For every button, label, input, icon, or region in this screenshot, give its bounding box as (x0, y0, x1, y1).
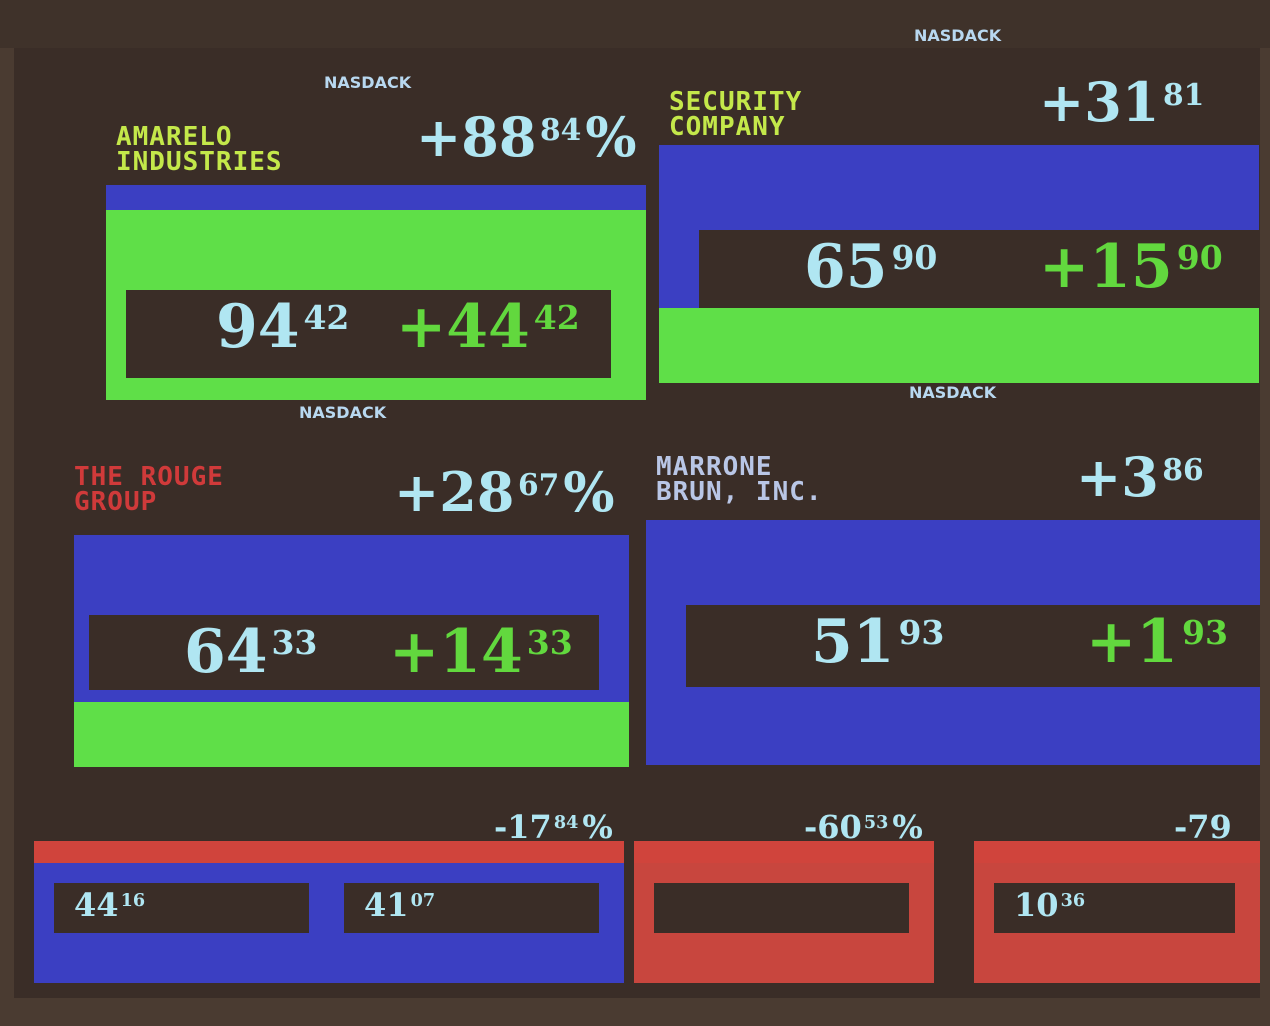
change-percent-sign: % (892, 808, 923, 846)
change-percent-main: +88 (416, 105, 537, 169)
price-main: 51 (811, 607, 895, 677)
panel-band (34, 841, 334, 863)
price-cents: 07 (410, 890, 436, 912)
change-percent-sign: % (582, 808, 613, 846)
change-percent: -17 84% (494, 808, 613, 846)
change-percent: -60 53% (804, 808, 923, 846)
price-box (344, 883, 599, 933)
change-main: +14 (389, 617, 523, 687)
price-box (699, 230, 1259, 308)
change-percent-main: +31 (1039, 70, 1160, 134)
change-percent-sign: % (563, 460, 615, 524)
change-percent-main: +3 (1076, 445, 1159, 509)
price: 41 07 (364, 886, 435, 924)
change-cents: 33 (526, 622, 573, 662)
price-main: 41 (364, 886, 409, 924)
price-main: 44 (74, 886, 119, 924)
ticker-screen: NASDACK NASDACK NASDACK NASDACK AMARELO INDU… (14, 26, 1260, 998)
price-main: 10 (1014, 886, 1059, 924)
price-main: 65 (804, 232, 888, 302)
exchange-label: NASDACK (324, 73, 412, 92)
price-cents: 16 (120, 890, 146, 912)
price-cents: 36 (1060, 890, 1086, 912)
price-box (126, 290, 611, 378)
company-name: SECURITY COMPANY (669, 87, 803, 142)
change-percent-main: -60 (804, 808, 862, 846)
exchange-label: NASDACK (299, 403, 387, 422)
exchange-label: NASDACK (909, 383, 997, 402)
price: 65 90 (804, 232, 937, 302)
change-percent-cents: 84 (539, 112, 582, 148)
change: +1 93 (1086, 607, 1228, 677)
price-box (54, 883, 309, 933)
panel-band (324, 841, 624, 863)
price: 64 33 (184, 617, 317, 687)
change-cents: 42 (533, 297, 580, 337)
price-box (89, 615, 599, 690)
price-cents: 33 (271, 622, 318, 662)
change: +44 42 (396, 292, 580, 362)
price: 51 93 (811, 607, 944, 677)
change-percent: +3 86 (1076, 445, 1204, 509)
price-box (654, 883, 909, 933)
panel-band (974, 841, 1260, 863)
price: 94 42 (216, 292, 349, 362)
company-name: AMARELO INDUSTRIES (116, 122, 283, 177)
price-main: 64 (184, 617, 268, 687)
price: 10 36 (1014, 886, 1085, 924)
change-percent: -79 (1174, 808, 1232, 846)
change-percent-sign: % (585, 105, 637, 169)
company-name: MARRONE BRUN, INC. (656, 452, 823, 507)
panel-band (74, 702, 629, 767)
company-name: THE ROUGE GROUP (74, 462, 224, 517)
price: 44 16 (74, 886, 145, 924)
price-box (686, 605, 1260, 687)
change-main: +44 (396, 292, 530, 362)
price-cents: 93 (898, 612, 945, 652)
change-percent-main: -17 (494, 808, 552, 846)
change-percent-cents: 84 (553, 812, 579, 834)
exchange-label: NASDACK (914, 26, 1002, 45)
change: +15 90 (1039, 232, 1223, 302)
change-percent: +28 67% (394, 460, 615, 524)
change-percent: +88 84% (416, 105, 637, 169)
change-percent-cents: 53 (863, 812, 889, 834)
price-cents: 42 (303, 297, 350, 337)
panel-band (634, 841, 934, 863)
change-percent-main: +28 (394, 460, 515, 524)
change-percent-main: -79 (1174, 808, 1232, 846)
change-main: +15 (1039, 232, 1173, 302)
change-percent-cents: 67 (517, 467, 560, 503)
change: +14 33 (389, 617, 573, 687)
price-cents: 90 (891, 237, 938, 277)
change-cents: 93 (1181, 612, 1228, 652)
price-main: 94 (216, 292, 300, 362)
change-cents: 90 (1176, 237, 1223, 277)
price-box (994, 883, 1235, 933)
change-percent-cents: 86 (1162, 452, 1204, 488)
wall-top (0, 0, 1270, 48)
change-percent: +31 81 (1039, 70, 1204, 134)
change-main: +1 (1086, 607, 1179, 677)
change-percent-cents: 81 (1162, 77, 1205, 113)
panel-band (659, 308, 1259, 383)
